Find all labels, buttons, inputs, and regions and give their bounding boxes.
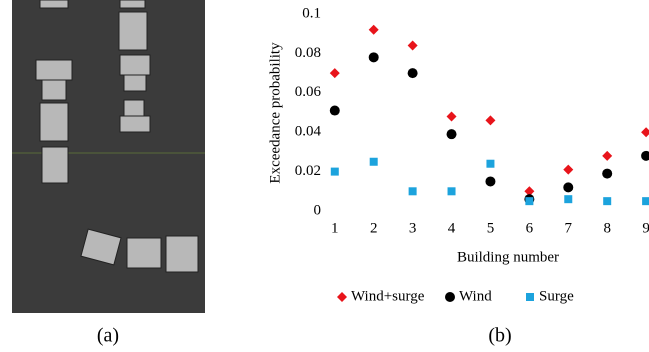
- data-point: [331, 168, 339, 176]
- y-tick-label: 0.04: [295, 124, 322, 140]
- x-tick-label: 6: [526, 220, 534, 236]
- data-point: [563, 182, 573, 192]
- data-point: [564, 195, 572, 203]
- render-panel: [12, 0, 205, 313]
- panel-label: (b): [488, 325, 511, 347]
- y-axis-label: Exceedance probability: [267, 42, 283, 184]
- data-point: [563, 165, 573, 175]
- legend-marker: [526, 293, 534, 301]
- y-tick-label: 0.08: [295, 45, 321, 61]
- data-point: [330, 106, 340, 116]
- legend-label: Surge: [539, 288, 574, 304]
- x-tick-label: 7: [565, 220, 573, 236]
- y-tick-label: 0.02: [295, 163, 321, 179]
- x-axis-label: Building number: [457, 249, 559, 265]
- data-point: [408, 68, 418, 78]
- data-point: [602, 169, 612, 179]
- data-point: [641, 151, 649, 161]
- x-tick-label: 1: [331, 220, 339, 236]
- data-point: [408, 41, 418, 51]
- x-tick-label: 4: [448, 220, 456, 236]
- data-point: [486, 160, 494, 168]
- figure: (a) (b) Building number Exceedance proba…: [0, 0, 649, 352]
- x-tick-label: 3: [409, 220, 417, 236]
- data-point: [603, 197, 611, 205]
- legend-label: Wind+surge: [351, 288, 425, 304]
- y-tick-label: 0: [314, 202, 322, 218]
- panel-label: (a): [97, 325, 119, 347]
- data-point: [448, 187, 456, 195]
- x-tick-label: 5: [487, 220, 495, 236]
- x-tick-label: 9: [642, 220, 649, 236]
- data-point: [641, 127, 649, 137]
- legend-marker: [337, 292, 347, 302]
- data-point: [602, 151, 612, 161]
- data-point: [370, 158, 378, 166]
- data-point: [525, 197, 533, 205]
- data-point: [485, 176, 495, 186]
- data-point: [369, 25, 379, 35]
- legend-label: Wind: [459, 288, 492, 304]
- legend-marker: [445, 292, 455, 302]
- y-tick-label: 0.06: [295, 84, 322, 100]
- x-tick-label: 8: [603, 220, 611, 236]
- y-tick-label: 0.1: [302, 5, 321, 21]
- data-point: [447, 129, 457, 139]
- data-point: [330, 68, 340, 78]
- x-tick-label: 2: [370, 220, 378, 236]
- data-point: [369, 52, 379, 62]
- data-point: [409, 187, 417, 195]
- data-point: [642, 197, 649, 205]
- data-point: [447, 111, 457, 121]
- data-point: [485, 115, 495, 125]
